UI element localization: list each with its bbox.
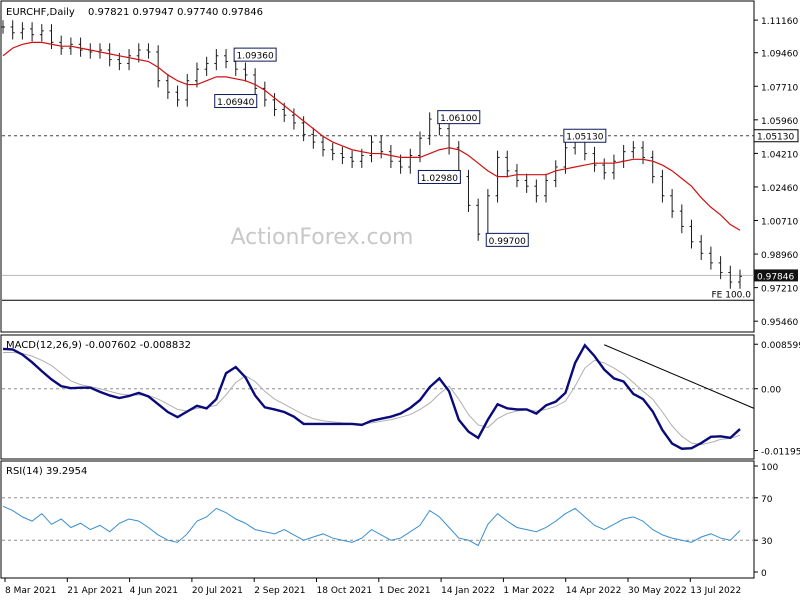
price-y-tick-label: 1.09460 [761,50,798,60]
resistance-level-label: 1.05130 [757,133,794,143]
rsi-y-tick-label: 0 [761,569,767,579]
macd-y-tick-label: 0.00 [761,386,781,396]
macd-y-tick-label: 0.008599 [761,341,800,351]
chart-marks: 1.11160 1.09460 1.07710 1.05960 1.04210 1.024… [1,17,800,579]
watermark: ActionForex.com [231,225,414,250]
x-axis-tick-label: 1 Dec 2021 [379,586,431,596]
macd-y-tick-label: -0.011958 [761,448,800,458]
x-axis-tick-label: 20 Jul 2021 [192,586,243,596]
rsi-title: RSI(14) 39.2954 [6,466,87,477]
price-annotation-label: 1.06100 [440,114,477,124]
macd-trendline [604,344,755,409]
price-annotation-label: 0.99700 [489,237,526,247]
price-y-tick-label: 1.02460 [761,184,798,194]
price-annotation-box [563,128,607,143]
chart-ohlc-label: 0.97821 0.97947 0.97740 0.97846 [88,7,263,18]
rsi-y-tick-label: 100 [761,463,778,473]
rsi-y-tick-label: 30 [761,537,773,547]
x-axis-tick-label: 13 Jul 2022 [690,586,741,596]
price-y-tick-label: 1.04210 [761,150,798,160]
x-axis-tick-label: 8 Mar 2021 [5,586,56,596]
price-y-tick-label: 0.98960 [761,251,798,261]
x-axis: 8 Mar 2021 21 Apr 2021 4 Jun 2021 20 Jul 20… [4,578,741,596]
price-y-tick-label: 1.00710 [761,218,798,228]
x-axis-tick-label: 4 Jun 2021 [130,586,178,596]
moving-average-line [2,41,741,231]
x-axis-tick-label: 1 Mar 2022 [503,586,554,596]
price-annotation-label: 1.05130 [566,133,603,143]
x-axis-tick-label: 2 Sep 2021 [254,586,305,596]
rsi-line [2,505,741,547]
price-panel: ActionForex.com EURCHF,Daily 0.97821 0.9… [0,0,755,333]
price-annotation-box [417,169,461,184]
rsi-y-tick-label: 70 [761,495,773,505]
price-y-tick-label: 1.05960 [761,117,798,127]
price-y-tick-label: 1.11160 [761,17,798,27]
price-annotation-label: 1.09360 [237,52,274,62]
macd-line [2,343,741,450]
price-annotation-label: 1.02980 [421,174,458,184]
resistance-level-box [753,129,799,143]
price-annotation-box [233,47,277,62]
macd-signal-line [3,352,741,446]
x-axis-tick-label: 21 Apr 2021 [67,586,123,596]
price-annotation-box [437,110,481,125]
chart-symbol-label: EURCHF,Daily [6,7,75,18]
current-price-label: 0.97846 [757,272,794,282]
x-axis-tick-label: 18 Oct 2021 [317,586,373,596]
price-y-tick-label: 0.95460 [761,318,798,328]
price-annotation-box [485,232,529,247]
x-axis-tick-label: 14 Jan 2022 [441,586,495,596]
price-y-tick-label: 0.97210 [761,285,798,295]
x-axis-tick-label: 14 Apr 2022 [566,586,622,596]
price-annotation-box [214,94,258,109]
rsi-panel-frame [0,460,755,579]
rsi-panel: RSI(14) 39.2954 [0,460,755,579]
price-y-tick-label: 1.07710 [761,83,798,93]
x-axis-tick-label: 30 May 2022 [628,586,687,596]
price-annotation-label: 1.06940 [217,98,254,108]
fe-level-label: FE 100.0 [712,290,752,300]
price-panel-frame [0,0,755,333]
macd-title: MACD(12,26,9) -0.007602 -0.008832 [6,340,191,351]
current-price-box [754,269,798,282]
